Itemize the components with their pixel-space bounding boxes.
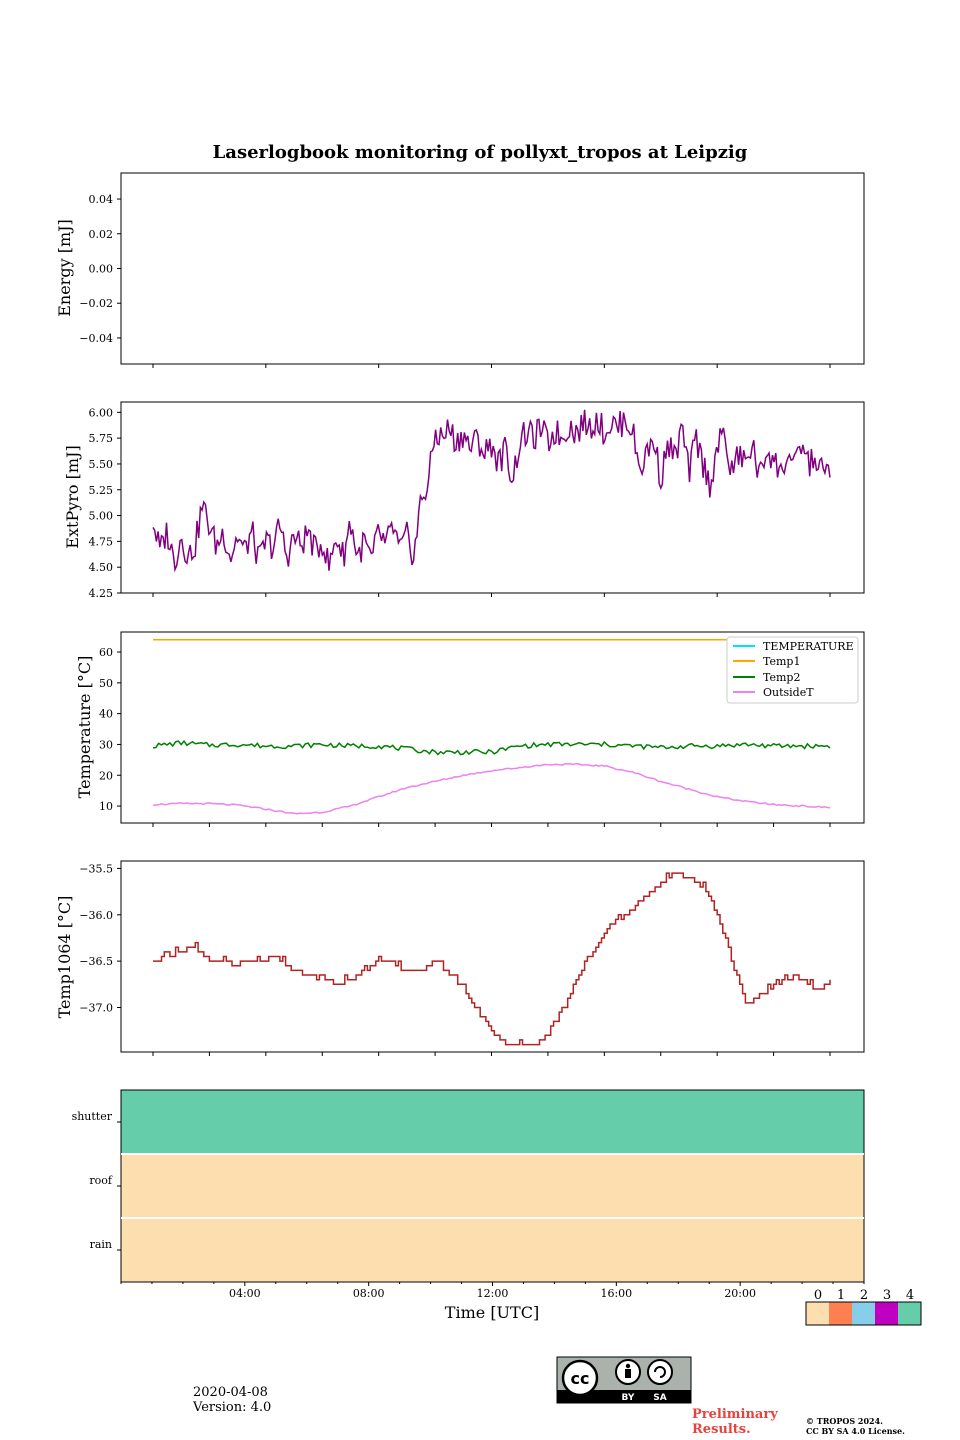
temp1064-xticks xyxy=(152,1052,831,1056)
temp1064-ylabel: Temp1064 [°C] xyxy=(55,896,74,1019)
outsidet-line xyxy=(152,762,831,815)
legend-label-outsidet: OutsideT xyxy=(763,686,814,699)
colorbar-tick-label: 4 xyxy=(906,1288,914,1303)
extpyro-axes-frame xyxy=(120,401,865,594)
colorbar-tick-label: 3 xyxy=(883,1288,891,1303)
status-xtick-label: 08:00 xyxy=(353,1287,385,1300)
preliminary-text-2: Results. xyxy=(692,1422,751,1437)
temperature-ytick-label: 30 xyxy=(99,738,113,751)
figure-title: Laserlogbook monitoring of pollyxt_tropo… xyxy=(213,142,748,163)
extpyro-line xyxy=(152,409,831,573)
status-xtick-label: 12:00 xyxy=(477,1287,509,1300)
colorbar-swatch-4 xyxy=(898,1302,921,1325)
copyright-line-2: CC BY SA 4.0 License. xyxy=(806,1426,905,1436)
temp1064-ytick-label: −36.0 xyxy=(79,909,113,922)
colorbar-tick-label: 0 xyxy=(814,1288,822,1303)
extpyro-ytick-label: 4.50 xyxy=(89,561,114,574)
temp1064-yticks: −37.0 −36.5 −36.0 −35.5 xyxy=(79,862,121,1014)
colorbar-tick-label: 1 xyxy=(837,1288,845,1303)
colorbar-swatch-3 xyxy=(875,1302,898,1325)
extpyro-xticks xyxy=(152,593,831,597)
extpyro-ytick-label: 5.25 xyxy=(89,484,114,497)
energy-ytick-label: 0.00 xyxy=(89,263,114,276)
temperature-ytick-label: 50 xyxy=(99,677,113,690)
colorbar-swatch-2 xyxy=(852,1302,875,1325)
status-panel: shutter roof rain 04:00 08:00 12:00 16:00 20… xyxy=(72,1089,865,1322)
extpyro-ylabel: ExtPyro [mJ] xyxy=(63,445,82,548)
energy-yticks: −0.04 −0.02 0.00 0.02 0.04 xyxy=(79,193,121,345)
status-row-label-rain: rain xyxy=(90,1238,112,1251)
status-row-label-shutter: shutter xyxy=(72,1110,113,1123)
cc-sa-text: SA xyxy=(653,1393,666,1403)
energy-axes-frame xyxy=(120,172,865,365)
preliminary-text-1: Preliminary xyxy=(692,1407,778,1422)
colorbar-swatch-1 xyxy=(829,1302,852,1325)
energy-xticks xyxy=(152,364,831,368)
extpyro-yticks: 4.25 4.50 4.75 5.00 5.25 5.50 5.75 6.00 xyxy=(89,406,121,600)
temperature-legend: TEMPERATURE Temp1 Temp2 OutsideT xyxy=(726,636,859,704)
temp1064-panel: −37.0 −36.5 −36.0 −35.5 Temp1064 [°C] xyxy=(55,860,865,1056)
status-xtick-label: 20:00 xyxy=(724,1287,756,1300)
temperature-axes-frame xyxy=(120,631,865,824)
status-row-rain xyxy=(121,1219,864,1282)
footer-version: Version: 4.0 xyxy=(192,1400,271,1415)
extpyro-ytick-label: 4.75 xyxy=(89,535,114,548)
temp1064-ytick-label: −36.5 xyxy=(79,955,113,968)
temperature-ytick-label: 10 xyxy=(99,800,113,813)
legend-label-temp1: Temp1 xyxy=(763,655,800,668)
energy-ylabel: Energy [mJ] xyxy=(55,219,74,317)
energy-ytick-label: 0.02 xyxy=(89,228,114,241)
x-axis-label: Time [UTC] xyxy=(445,1303,539,1322)
status-xtick-label: 16:00 xyxy=(600,1287,632,1300)
colorbar-tick-label: 2 xyxy=(860,1288,868,1303)
status-row-roof xyxy=(121,1155,864,1217)
legend-box xyxy=(726,636,859,704)
extpyro-ytick-label: 5.75 xyxy=(89,432,114,445)
temp1064-ytick-label: −37.0 xyxy=(79,1001,113,1014)
extpyro-ytick-label: 6.00 xyxy=(89,406,114,419)
cc-by-sa-icon: cc BY SA xyxy=(556,1356,692,1404)
legend-label-temperature: TEMPERATURE xyxy=(763,640,854,653)
temp2-line xyxy=(152,739,831,756)
legend-label-temp2: Temp2 xyxy=(763,671,800,684)
energy-ytick-label: 0.04 xyxy=(89,193,114,206)
temperature-xticks xyxy=(152,823,831,827)
extpyro-panel: 4.25 4.50 4.75 5.00 5.25 5.50 5.75 6.00 ExtPyro… xyxy=(63,401,865,600)
temp1064-axes-frame xyxy=(120,860,865,1053)
temperature-yticks: 10 20 30 40 50 60 xyxy=(99,646,121,813)
temp1064-line xyxy=(153,872,831,1046)
temperature-ytick-label: 60 xyxy=(99,646,113,659)
temperature-ytick-label: 40 xyxy=(99,708,113,721)
extpyro-ytick-label: 5.50 xyxy=(89,458,114,471)
cc-by-text: BY xyxy=(622,1393,635,1403)
status-xticks: 04:00 08:00 12:00 16:00 20:00 xyxy=(120,1282,865,1300)
temperature-ylabel: Temperature [°C] xyxy=(75,656,94,799)
extpyro-ytick-label: 5.00 xyxy=(89,510,114,523)
footer-date: 2020-04-08 xyxy=(193,1385,268,1400)
temperature-panel: 10 20 30 40 50 60 Temperature [°C] TEMPERATUR… xyxy=(75,631,865,827)
temp1064-ytick-label: −35.5 xyxy=(79,862,113,875)
colorbar-frame xyxy=(805,1301,922,1326)
energy-ytick-label: −0.02 xyxy=(79,297,113,310)
svg-text:cc: cc xyxy=(571,1369,590,1388)
colorbar-swatch-0 xyxy=(806,1302,829,1325)
status-xtick-label: 04:00 xyxy=(229,1287,261,1300)
status-row-label-roof: roof xyxy=(89,1174,113,1187)
energy-panel: −0.04 −0.02 0.00 0.02 0.04 Energy [mJ] xyxy=(55,172,865,368)
temperature-ytick-label: 20 xyxy=(99,769,113,782)
energy-ytick-label: −0.04 xyxy=(79,332,113,345)
copyright-line-1: © TROPOS 2024. xyxy=(806,1416,883,1426)
extpyro-ytick-label: 4.25 xyxy=(89,587,114,600)
status-row-shutter xyxy=(121,1090,864,1153)
